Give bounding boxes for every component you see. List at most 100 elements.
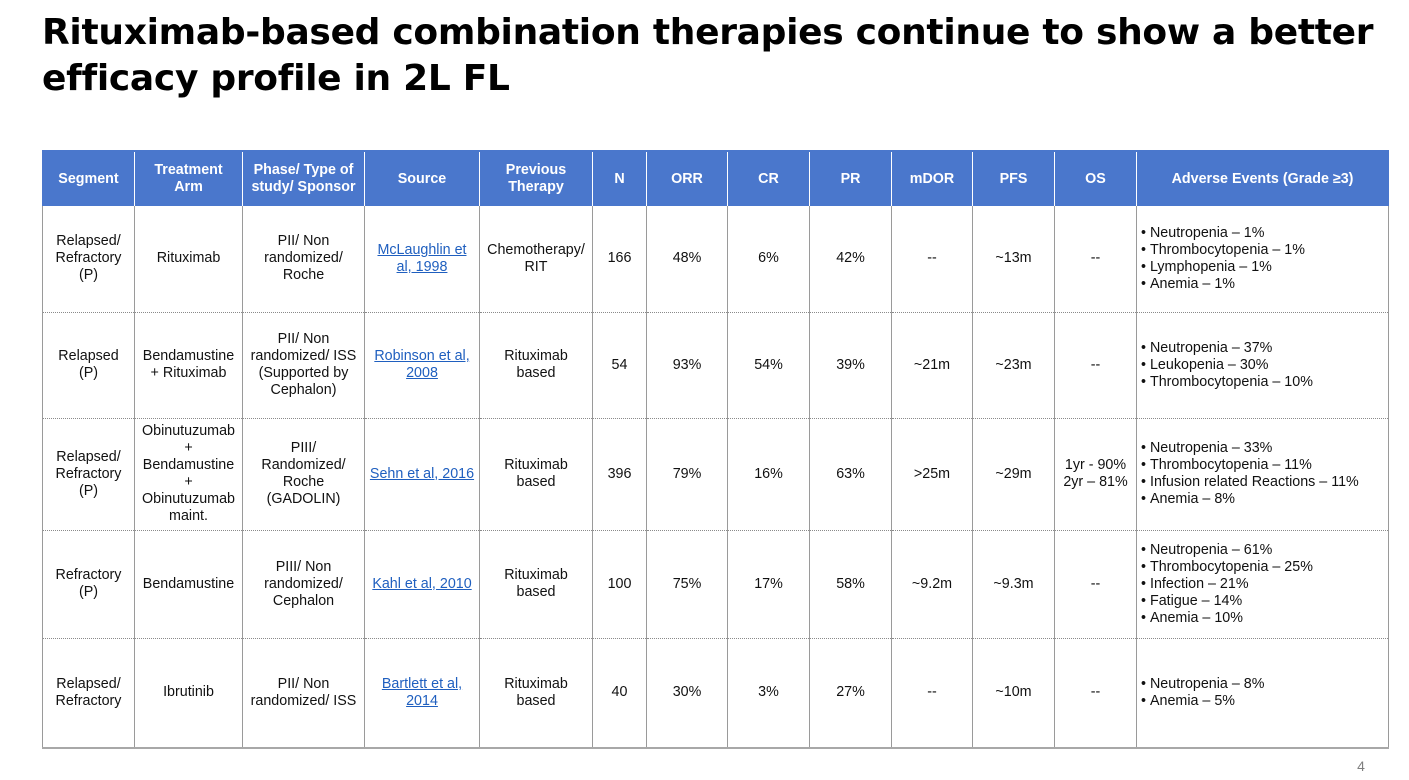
- cell-line: (Supported by: [258, 365, 349, 381]
- pfs-cell: ~9.3m: [972, 530, 1055, 639]
- cell-line: PII/ Non: [277, 233, 330, 250]
- adverse-event-item: Neutropenia – 37%: [1141, 340, 1385, 357]
- cell-line: Rituximab: [504, 675, 568, 692]
- pr-cell: 42%: [809, 206, 892, 313]
- cell-line: Kahl et al, 2010: [372, 575, 472, 592]
- cell-line: +: [184, 440, 193, 456]
- cell-line: Chemotherapy/: [487, 241, 585, 258]
- cell-line: Cephalon): [270, 382, 337, 398]
- source-link[interactable]: Sehn et al, 2016: [368, 466, 476, 483]
- cell-line: 2yr – 81%: [1063, 474, 1128, 490]
- col-header-os: OS: [1054, 150, 1137, 206]
- orr-cell: 30%: [646, 638, 728, 749]
- cell-line: based: [516, 365, 556, 381]
- cell-line: Refractory: [55, 692, 122, 709]
- col-header-adverse-events: Adverse Events (Grade ≥3): [1136, 150, 1389, 206]
- adverse-event-item: Neutropenia – 1%: [1141, 225, 1385, 242]
- pr-cell: 27%: [809, 638, 892, 749]
- source-link[interactable]: McLaughlin et al, 1998: [368, 242, 476, 276]
- cell-line: Refractory: [55, 567, 122, 583]
- cell-line: Ibrutinib: [163, 684, 214, 701]
- source-cell: Sehn et al, 2016: [364, 418, 480, 531]
- mdor-cell: ~9.2m: [891, 530, 973, 639]
- cell-line: +: [184, 474, 193, 490]
- source-link[interactable]: Robinson et al, 2008: [368, 348, 476, 382]
- cell-line: Roche: [282, 474, 325, 490]
- segment-cell: Relapsed/Refractory (P): [42, 206, 135, 313]
- cell-line: PIII/: [290, 440, 317, 456]
- pfs-cell: ~10m: [972, 638, 1055, 749]
- adverse-event-item: Anemia – 10%: [1141, 610, 1385, 627]
- treatment-arm-cell: Rituximab: [134, 206, 243, 313]
- col-header-phase: Phase/ Type of study/ Sponsor: [242, 150, 365, 206]
- adverse-events-cell: Neutropenia – 1%Thrombocytopenia – 1%Lym…: [1136, 206, 1389, 313]
- cell-line: --: [1090, 356, 1101, 373]
- cell-line: Rituximab: [504, 457, 568, 473]
- cell-line: (P): [78, 365, 99, 381]
- col-header-segment: Segment: [42, 150, 135, 206]
- adverse-event-item: Neutropenia – 61%: [1141, 542, 1385, 559]
- cell-line: Bendamustine: [142, 575, 235, 592]
- cell-line: (GADOLIN): [266, 491, 341, 507]
- cell-line: Sehn et al, 2016: [369, 465, 475, 482]
- cell-line: --: [1090, 250, 1101, 267]
- col-header-orr: ORR: [646, 150, 728, 206]
- cell-line: RIT: [524, 258, 548, 275]
- adverse-event-item: Thrombocytopenia – 25%: [1141, 559, 1385, 576]
- cell-line: based: [516, 474, 556, 490]
- cell-line: --: [1090, 575, 1101, 592]
- orr-cell: 79%: [646, 418, 728, 531]
- adverse-event-item: Neutropenia – 8%: [1141, 676, 1385, 693]
- adverse-events-cell: Neutropenia – 8%Anemia – 5%: [1136, 638, 1389, 749]
- cell-line: maint.: [169, 508, 208, 524]
- source-link[interactable]: Bartlett et al, 2014: [368, 676, 476, 710]
- cell-line: (P): [78, 267, 99, 284]
- cell-line: randomized/ ISS: [250, 348, 357, 364]
- adverse-events-cell: Neutropenia – 61%Thrombocytopenia – 25%I…: [1136, 530, 1389, 639]
- table-row: Relapsed/Refractory Ibrutinib PII/ Non rand…: [42, 638, 1389, 749]
- col-header-pr: PR: [809, 150, 892, 206]
- col-header-cr: CR: [727, 150, 810, 206]
- slide-title: Rituximab-based combination therapies co…: [42, 10, 1374, 102]
- cell-line: Roche: [282, 267, 325, 284]
- n-cell: 54: [592, 312, 647, 419]
- mdor-cell: --: [891, 206, 973, 313]
- adverse-event-item: Thrombocytopenia – 1%: [1141, 242, 1385, 259]
- col-header-source: Source: [364, 150, 480, 206]
- cr-cell: 54%: [727, 312, 810, 419]
- os-cell: --: [1054, 638, 1137, 749]
- n-cell: 100: [592, 530, 647, 639]
- mdor-cell: >25m: [891, 418, 973, 531]
- treatment-arm-cell: Bendamustine + Rituximab: [134, 312, 243, 419]
- mdor-cell: ~21m: [891, 312, 973, 419]
- cell-line: randomized/: [264, 575, 343, 592]
- pr-cell: 39%: [809, 312, 892, 419]
- cell-line: 2014: [406, 692, 438, 709]
- adverse-event-item: Thrombocytopenia – 10%: [1141, 374, 1385, 391]
- previous-therapy-cell: Rituximab based: [479, 418, 593, 531]
- source-cell: McLaughlin et al, 1998: [364, 206, 480, 313]
- source-cell: Robinson et al, 2008: [364, 312, 480, 419]
- cell-line: Obinutuzumab: [142, 491, 235, 507]
- table-body: Relapsed/Refractory (P) Rituximab PII/ Non r…: [42, 206, 1389, 749]
- table-row: Relapsed (P) Bendamustine + Rituximab PII/ N…: [42, 312, 1389, 419]
- pfs-cell: ~29m: [972, 418, 1055, 531]
- os-cell: 1yr - 90% 2yr – 81%: [1054, 418, 1137, 531]
- adverse-event-item: Infusion related Reactions – 11%: [1141, 474, 1385, 491]
- cell-line: PII/ Non: [277, 675, 330, 692]
- col-header-treatment-arm: Treatment Arm: [134, 150, 243, 206]
- n-cell: 166: [592, 206, 647, 313]
- adverse-event-item: Thrombocytopenia – 11%: [1141, 457, 1385, 474]
- cell-line: randomized/ ISS: [250, 692, 357, 709]
- segment-cell: Relapsed/Refractory: [42, 638, 135, 749]
- cell-line: (P): [78, 584, 99, 600]
- adverse-event-item: Lymphopenia – 1%: [1141, 259, 1385, 276]
- os-cell: --: [1054, 206, 1137, 313]
- previous-therapy-cell: Chemotherapy/RIT: [479, 206, 593, 313]
- cell-line: 1yr - 90%: [1064, 457, 1127, 473]
- phase-cell: PII/ Non randomized/ ISS (Supported by Ceph…: [242, 312, 365, 419]
- source-link[interactable]: Kahl et al, 2010: [368, 576, 476, 593]
- cell-line: + Rituximab: [150, 365, 227, 381]
- cell-line: Robinson et al,: [374, 348, 470, 364]
- cell-line: Bendamustine: [142, 457, 235, 473]
